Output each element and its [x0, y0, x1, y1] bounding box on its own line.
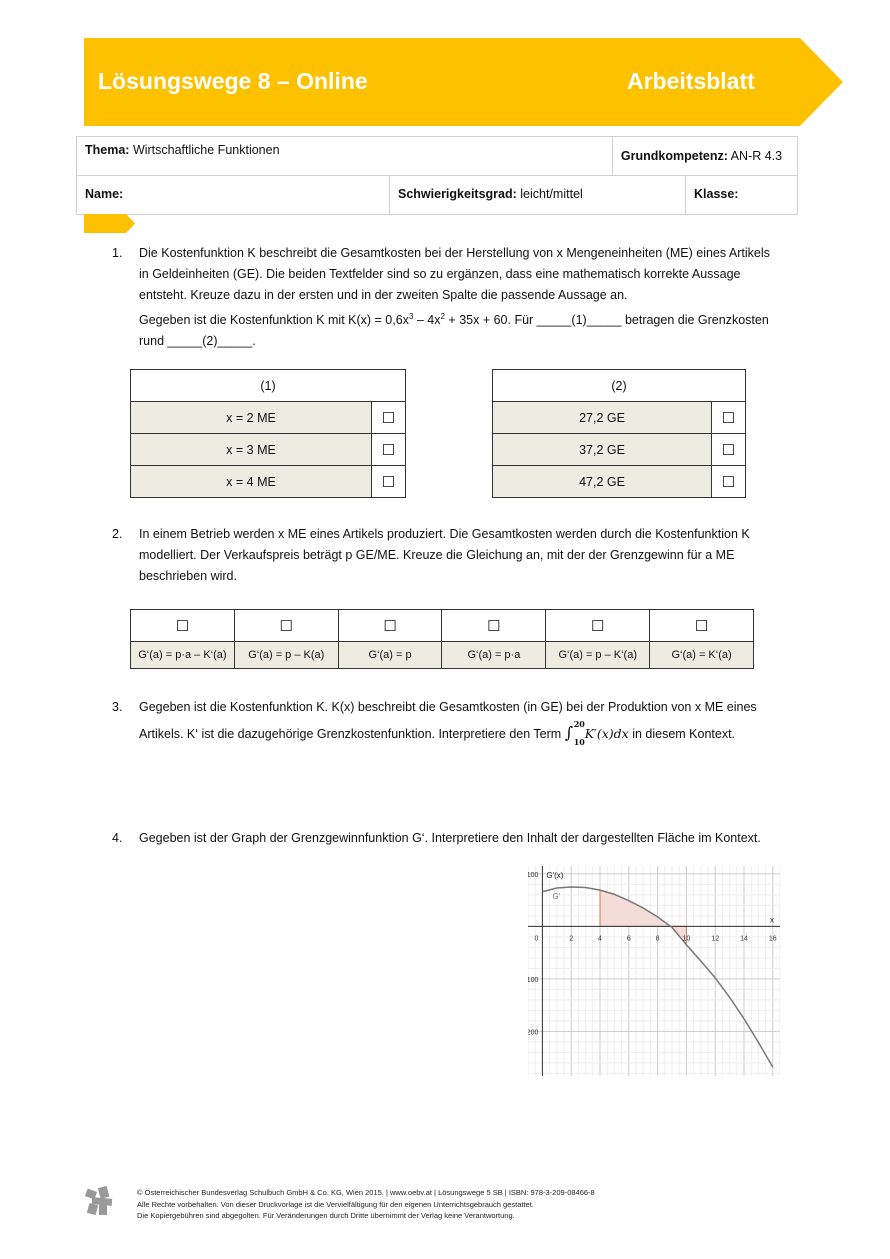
task-text: Gegeben ist der Graph der Grenzgewinnfun…	[139, 831, 761, 845]
banner-shape	[84, 38, 843, 126]
y-axis-label: G'(x)	[546, 871, 563, 880]
checkbox[interactable]: ☐	[130, 609, 235, 642]
task-number: 2.	[112, 527, 123, 541]
task-text: In einem Betrieb werden x ME eines Artik…	[139, 527, 750, 541]
series-label: G'	[552, 892, 560, 901]
checkbox[interactable]: ☐	[649, 609, 754, 642]
header-title: Lösungswege 8 – Online	[98, 68, 368, 94]
integral: ∫ 20 10	[564, 719, 585, 747]
footer-disclaimer: Die Kopiergebühren sind abgegolten. Für …	[137, 1211, 515, 1220]
thema-value: Wirtschaftliche Funktionen	[132, 143, 280, 157]
schwierigkeit-label: Schwierigkeitsgrad:	[398, 187, 517, 201]
task-2: 2. In einem Betrieb werden x ME eines Ar…	[112, 524, 802, 587]
checkbox[interactable]: ☐	[371, 465, 406, 498]
klasse-label: Klasse:	[694, 187, 739, 201]
schwierigkeit-value: leicht/mittel	[520, 187, 583, 201]
option-label: x = 2 ME	[130, 401, 372, 434]
section-arrow	[84, 214, 135, 233]
task-4: 4. Gegeben ist der Graph der Grenzgewinn…	[112, 828, 802, 849]
meta-table: Thema: Wirtschaftliche Funktionen Grundk…	[76, 136, 799, 215]
equation-option: G‘(a) = K‘(a)	[649, 641, 754, 669]
checkbox[interactable]: ☐	[371, 401, 406, 434]
x-tick-label: 4	[598, 935, 602, 942]
y-tick-label: 100	[528, 872, 538, 879]
x-tick-label: 2	[569, 935, 573, 942]
equation-option: G‘(a) = p – K(a)	[233, 641, 339, 669]
marginal-profit-chart: 0 2 4 6 8 10 12 14 16 100 −100 −200 G'(x) x G'	[528, 866, 780, 1076]
equation-option: G‘(a) = p	[337, 641, 443, 669]
x-tick-label: 10	[683, 935, 691, 942]
task-formula: Gegeben ist die Kostenfunktion K mit K(x…	[139, 312, 769, 328]
option-label: 37,2 GE	[492, 433, 712, 466]
checkbox[interactable]: ☐	[441, 609, 547, 642]
x-tick-label: 12	[711, 935, 719, 942]
option-label: x = 3 ME	[130, 433, 372, 466]
publisher-logo	[84, 1186, 113, 1216]
equation-option: G‘(a) = p·a – K‘(a)	[130, 641, 235, 669]
task-text: Die Kostenfunktion K beschreibt die Gesa…	[139, 246, 770, 260]
thema-label: Thema:	[85, 143, 130, 157]
curve-g-prime	[542, 886, 774, 1068]
header-banner: Lösungswege 8 – Online Arbeitsblatt	[84, 38, 844, 126]
task-text: rund _____(2)_____.	[139, 334, 256, 349]
task-text: modelliert. Der Verkaufspreis beträgt p …	[139, 548, 735, 562]
header-type: Arbeitsblatt	[627, 68, 755, 94]
x-tick-label: 8	[656, 935, 660, 942]
task-1: 1. Die Kostenfunktion K beschreibt die G…	[112, 243, 802, 352]
option-label: x = 4 ME	[130, 465, 372, 498]
x-tick-label: 14	[740, 935, 748, 942]
option-label: 27,2 GE	[492, 401, 712, 434]
checkbox[interactable]: ☐	[371, 433, 406, 466]
checkbox[interactable]: ☐	[711, 433, 746, 466]
x-tick-label: 16	[769, 935, 777, 942]
task-text: beschrieben wird.	[139, 569, 237, 583]
checkbox[interactable]: ☐	[233, 609, 339, 642]
y-tick-label: −200	[528, 1029, 538, 1036]
x-axis-label: x	[770, 915, 774, 924]
option-table-2: (2) 27,2 GE ☐ 37,2 GE ☐ 47,2 GE ☐	[492, 369, 746, 498]
task-number: 4.	[112, 831, 123, 845]
equation-options: ☐ ☐ ☐ ☐ ☐ ☐ G‘(a) = p·a – K‘(a) G‘(a) = p – K(…	[130, 609, 754, 669]
x-tick-label: 6	[627, 935, 631, 942]
task-text: Artikels. K‘ ist die dazugehörige Grenzk…	[139, 719, 736, 747]
name-label: Name:	[85, 187, 124, 201]
footer: © Österreichischer Bundesverlag Schulbuc…	[137, 1187, 595, 1222]
checkbox[interactable]: ☐	[711, 401, 746, 434]
option-table-1: (1) x = 2 ME ☐ x = 3 ME ☐ x = 4 ME ☐	[130, 369, 406, 498]
kompetenz-label: Grundkompetenz:	[620, 149, 728, 163]
task-number: 1.	[112, 246, 123, 260]
task-text: Gegeben ist die Kostenfunktion K. K(x) b…	[139, 700, 757, 714]
task-text: entsteht. Kreuze dazu in der ersten und …	[139, 288, 628, 302]
checkbox[interactable]: ☐	[711, 465, 746, 498]
y-tick-label: −100	[528, 977, 538, 984]
equation-option: G‘(a) = p – K‘(a)	[545, 641, 651, 669]
column-header: (1)	[130, 369, 406, 402]
task-text: in Geldeinheiten (GE). Die beiden Textfe…	[139, 267, 741, 281]
column-header: (2)	[492, 369, 746, 402]
kompetenz-value: AN-R 4.3	[730, 149, 783, 163]
checkbox[interactable]: ☐	[545, 609, 651, 642]
option-label: 47,2 GE	[492, 465, 712, 498]
checkbox[interactable]: ☐	[337, 609, 443, 642]
equation-option: G‘(a) = p·a	[441, 641, 547, 669]
footer-rights: Alle Rechte vorbehalten. Von dieser Druc…	[137, 1199, 534, 1209]
task-number: 3.	[112, 700, 123, 714]
x-tick-label: 0	[534, 935, 538, 942]
footer-copyright: © Österreichischer Bundesverlag Schulbuc…	[137, 1188, 595, 1197]
task-3: 3. Gegeben ist die Kostenfunktion K. K(x…	[112, 697, 802, 747]
